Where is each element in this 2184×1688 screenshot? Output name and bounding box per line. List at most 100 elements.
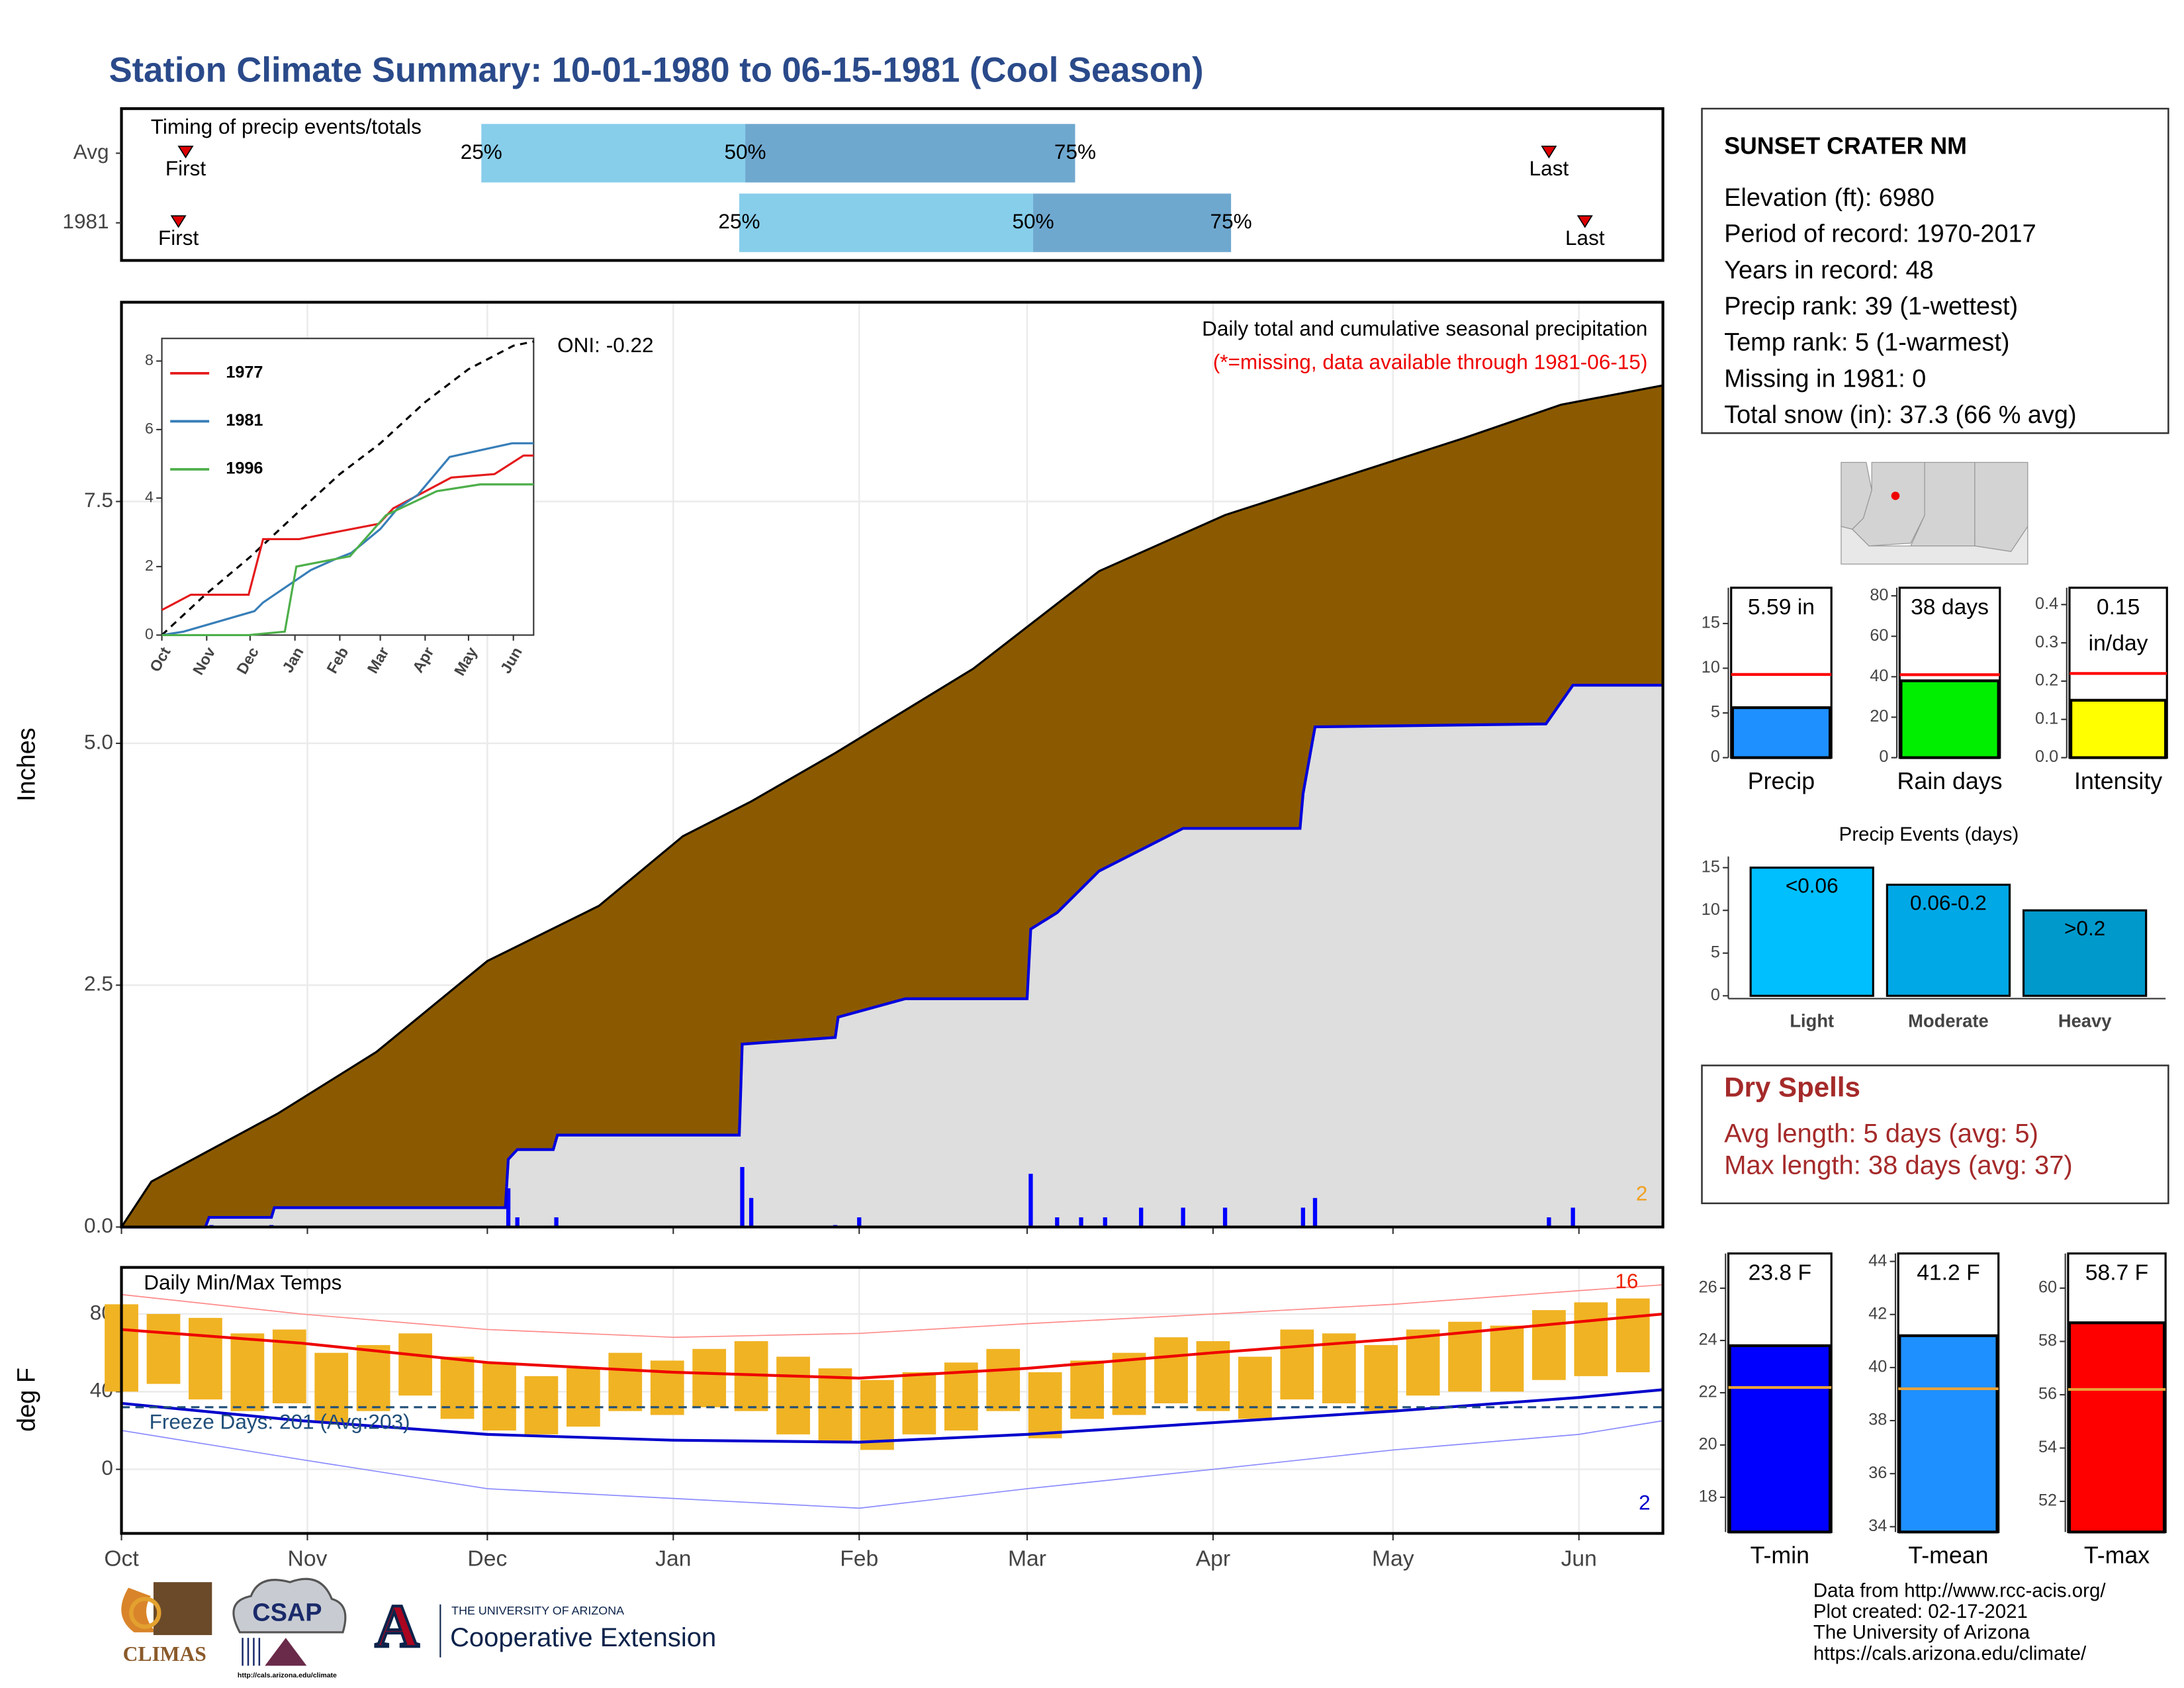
- y-tick-label: 0: [1711, 747, 1720, 766]
- corner-note: 2: [1636, 1182, 1648, 1205]
- plot-frame: [120, 1266, 1664, 1535]
- value-label-box: 41.2 F: [1917, 1262, 1979, 1286]
- daily-precip-bar: [1103, 1217, 1107, 1227]
- daily-temp-bar: [482, 1362, 516, 1430]
- dry-spell-info: Avg length: 5 days (avg: 5): [1724, 1119, 2038, 1148]
- bar: [2022, 909, 2148, 997]
- y-tick-label: 44: [1868, 1251, 1887, 1270]
- value-label-box: 58.7 F: [2085, 1262, 2148, 1286]
- low-note: 2: [1639, 1491, 1651, 1515]
- daily-temp-bar: [440, 1356, 475, 1419]
- coop-extension: Cooperative Extension: [450, 1623, 716, 1652]
- quartile-bar: [481, 124, 746, 183]
- daily-precip-bar: [1312, 1197, 1318, 1227]
- year-line: [121, 684, 1663, 1229]
- daily-precip-bar: [1055, 1217, 1060, 1227]
- locator-map: [1838, 459, 2031, 565]
- daily-temp-bar: [1490, 1325, 1524, 1392]
- station-location: [1891, 491, 1900, 500]
- bar-label: <0.06: [1786, 873, 1839, 897]
- climas-logo-text: CLIMAS: [123, 1642, 206, 1665]
- csap-bars: [242, 1638, 261, 1666]
- dry-spells-panel: [1701, 1064, 2169, 1205]
- credit-line: The University of Arizona: [1813, 1622, 2030, 1644]
- y-tick-label: 34: [1868, 1517, 1887, 1535]
- series-line: [161, 442, 534, 636]
- csap-url: http://cals.arizona.edu/climate: [238, 1671, 337, 1679]
- y-tick-label: 0: [1711, 986, 1720, 1004]
- legend-label: 1996: [226, 459, 263, 478]
- daily-temp-bar: [1112, 1352, 1146, 1415]
- daily-temp-bar: [356, 1344, 390, 1411]
- daily-temp-bar: [608, 1352, 643, 1411]
- daily-precip-bar: [1222, 1207, 1228, 1227]
- daily-temp-bar: [650, 1360, 684, 1415]
- x-tick-label: Jan: [655, 1546, 691, 1571]
- daily-temp-bar: [314, 1352, 349, 1423]
- chart-title: Daily Min/Max Temps: [144, 1270, 341, 1294]
- y-tick-label: 5: [1711, 703, 1720, 722]
- category-label: Heavy: [2058, 1011, 2112, 1031]
- y-tick-label: 56: [2038, 1385, 2057, 1403]
- y-tick-label: 36: [1868, 1464, 1887, 1482]
- y-tick-label: 60: [2038, 1278, 2057, 1297]
- plot-frame: [120, 301, 1664, 1229]
- csap-mountain: [265, 1638, 307, 1666]
- daily-temp-bar: [1406, 1329, 1440, 1396]
- daily-temp-bar: [1532, 1310, 1566, 1380]
- daily-precip-bar: [1139, 1207, 1144, 1227]
- daily-temp-bar: [1364, 1344, 1398, 1411]
- daily-precip-bar: [1300, 1207, 1306, 1227]
- daily-temp-bar: [902, 1372, 936, 1434]
- category-label: Moderate: [1908, 1011, 1989, 1031]
- y-axis-label: deg F: [13, 1368, 41, 1432]
- legend-label: 1977: [226, 363, 263, 382]
- event-label: Last: [1529, 156, 1569, 180]
- y-tick-label: 6: [145, 420, 154, 437]
- bar-label: >0.2: [2064, 916, 2105, 940]
- y-tick-label: 40: [1868, 1358, 1887, 1376]
- record-min-line: [121, 1420, 1663, 1509]
- quartile-label: 50%: [724, 140, 766, 164]
- station-lines: Elevation (ft): 6980 Period of record: 19…: [1724, 184, 2076, 429]
- quartile-label: 25%: [718, 209, 760, 233]
- y-tick-label: 22: [1699, 1383, 1717, 1401]
- y-tick-label: 15: [1702, 614, 1720, 632]
- value-label-box: 5.59 in: [1747, 596, 1815, 620]
- daily-temp-bar: [1574, 1302, 1608, 1376]
- daily-temp-bar: [986, 1348, 1021, 1411]
- daily-temp-bar: [146, 1314, 181, 1384]
- csap-logo-text: CSAP: [252, 1599, 322, 1626]
- event-label: First: [158, 226, 199, 250]
- value-label: 5.59 in: [1747, 596, 1815, 620]
- quartile-bar: [1033, 193, 1232, 252]
- daily-temp-bar: [398, 1333, 432, 1396]
- event-marker: [177, 146, 194, 159]
- chart-title: Precip Events (days): [1839, 823, 2019, 845]
- category-label: T-max: [2084, 1542, 2150, 1569]
- station-info: Missing in 1981: 0: [1724, 365, 1926, 393]
- daily-precip-bar: [515, 1217, 520, 1227]
- daily-precip-bar: [740, 1166, 745, 1227]
- avg-max-line: [121, 1312, 1663, 1380]
- daily-precip-bar: [1028, 1174, 1033, 1227]
- series-line: [161, 483, 534, 636]
- row-label: Avg: [73, 140, 109, 164]
- dry-spell-info: Max length: 38 days (avg: 37): [1724, 1151, 2073, 1180]
- station-panel: [1701, 107, 2169, 434]
- daily-precip-bar: [1181, 1207, 1185, 1227]
- y-tick-label: 0.1: [2035, 709, 2058, 727]
- daily-temp-bar: [692, 1348, 727, 1407]
- quartile-label: 75%: [1210, 209, 1252, 233]
- y-tick-label: 0.2: [2035, 671, 2058, 690]
- value-label-box: 23.8 F: [1749, 1262, 1811, 1286]
- x-tick-label: Mar: [1008, 1546, 1046, 1571]
- chart-title: Daily total and cumulative seasonal prec…: [1202, 316, 1647, 340]
- x-tick-label: Oct: [104, 1546, 139, 1571]
- quartile-label: 75%: [1054, 140, 1096, 164]
- y-tick-label: 0.0: [84, 1213, 113, 1237]
- climas-block: [153, 1582, 212, 1636]
- daily-precip-bar: [1547, 1217, 1551, 1227]
- credits: Data from http://www.rcc-acis.org/Plot c…: [1813, 1580, 2106, 1665]
